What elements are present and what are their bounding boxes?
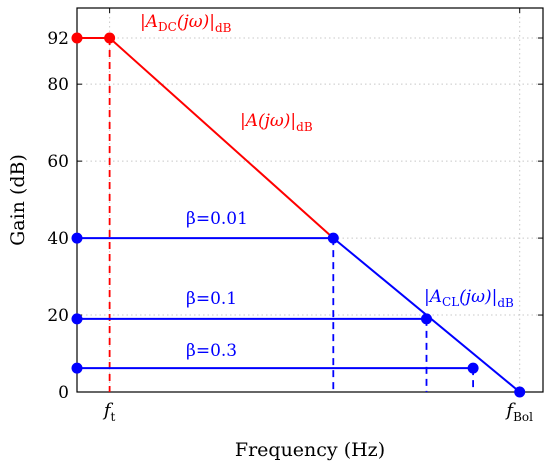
labels: 0 20 40 60 80 92 ft fBol Frequency (Hz) Gain (dB)… <box>7 12 533 461</box>
label-part: |A <box>424 287 442 307</box>
gain-lines <box>77 37 521 393</box>
beta-label: β=0.01 <box>186 209 248 229</box>
dashed-guides <box>108 38 475 392</box>
label-part: DC <box>158 20 177 34</box>
data-point <box>71 313 83 325</box>
open-loop-dc-label: |ADC(jω)|dB <box>140 12 232 35</box>
x-tick-label: ft <box>102 400 116 424</box>
open-loop-label: |A(jω)|dB <box>240 111 313 134</box>
label-part: CL <box>442 295 459 309</box>
axes <box>76 7 544 393</box>
data-point <box>467 362 479 374</box>
markers <box>71 32 526 398</box>
grid <box>77 8 543 393</box>
label-part: (jω)| <box>177 12 215 32</box>
data-point <box>71 32 83 44</box>
label-part: dB <box>497 296 514 310</box>
y-tick-label: 92 <box>47 29 69 49</box>
y-tick-label: 60 <box>47 152 69 172</box>
y-tick-label: 0 <box>58 383 69 403</box>
x-tick-label-sub: t <box>111 410 116 424</box>
data-point <box>327 232 339 244</box>
y-axis-title: Gain (dB) <box>7 154 29 246</box>
beta-label: β=0.3 <box>186 341 237 361</box>
label-part: dB <box>296 120 313 134</box>
y-tick-label: 20 <box>47 306 69 326</box>
data-point <box>514 386 526 398</box>
x-axis-title: Frequency (Hz) <box>235 439 385 461</box>
data-point <box>71 232 83 244</box>
data-point <box>421 313 432 325</box>
closed-loop-label: |ACL(jω)|dB <box>424 287 514 310</box>
label-part: |A <box>140 12 158 32</box>
beta-label: β=0.1 <box>186 289 237 309</box>
label-part: |A(jω)| <box>240 111 296 131</box>
label-part: dB <box>215 21 232 35</box>
plot-frame <box>76 7 544 393</box>
data-point <box>104 32 116 44</box>
x-tick-label: fBol <box>504 400 533 424</box>
label-part: (jω)| <box>459 287 497 307</box>
y-tick-label: 80 <box>47 75 69 95</box>
y-tick-label: 40 <box>47 229 69 249</box>
x-tick-label-sub: Bol <box>513 410 533 424</box>
data-point <box>71 362 83 374</box>
